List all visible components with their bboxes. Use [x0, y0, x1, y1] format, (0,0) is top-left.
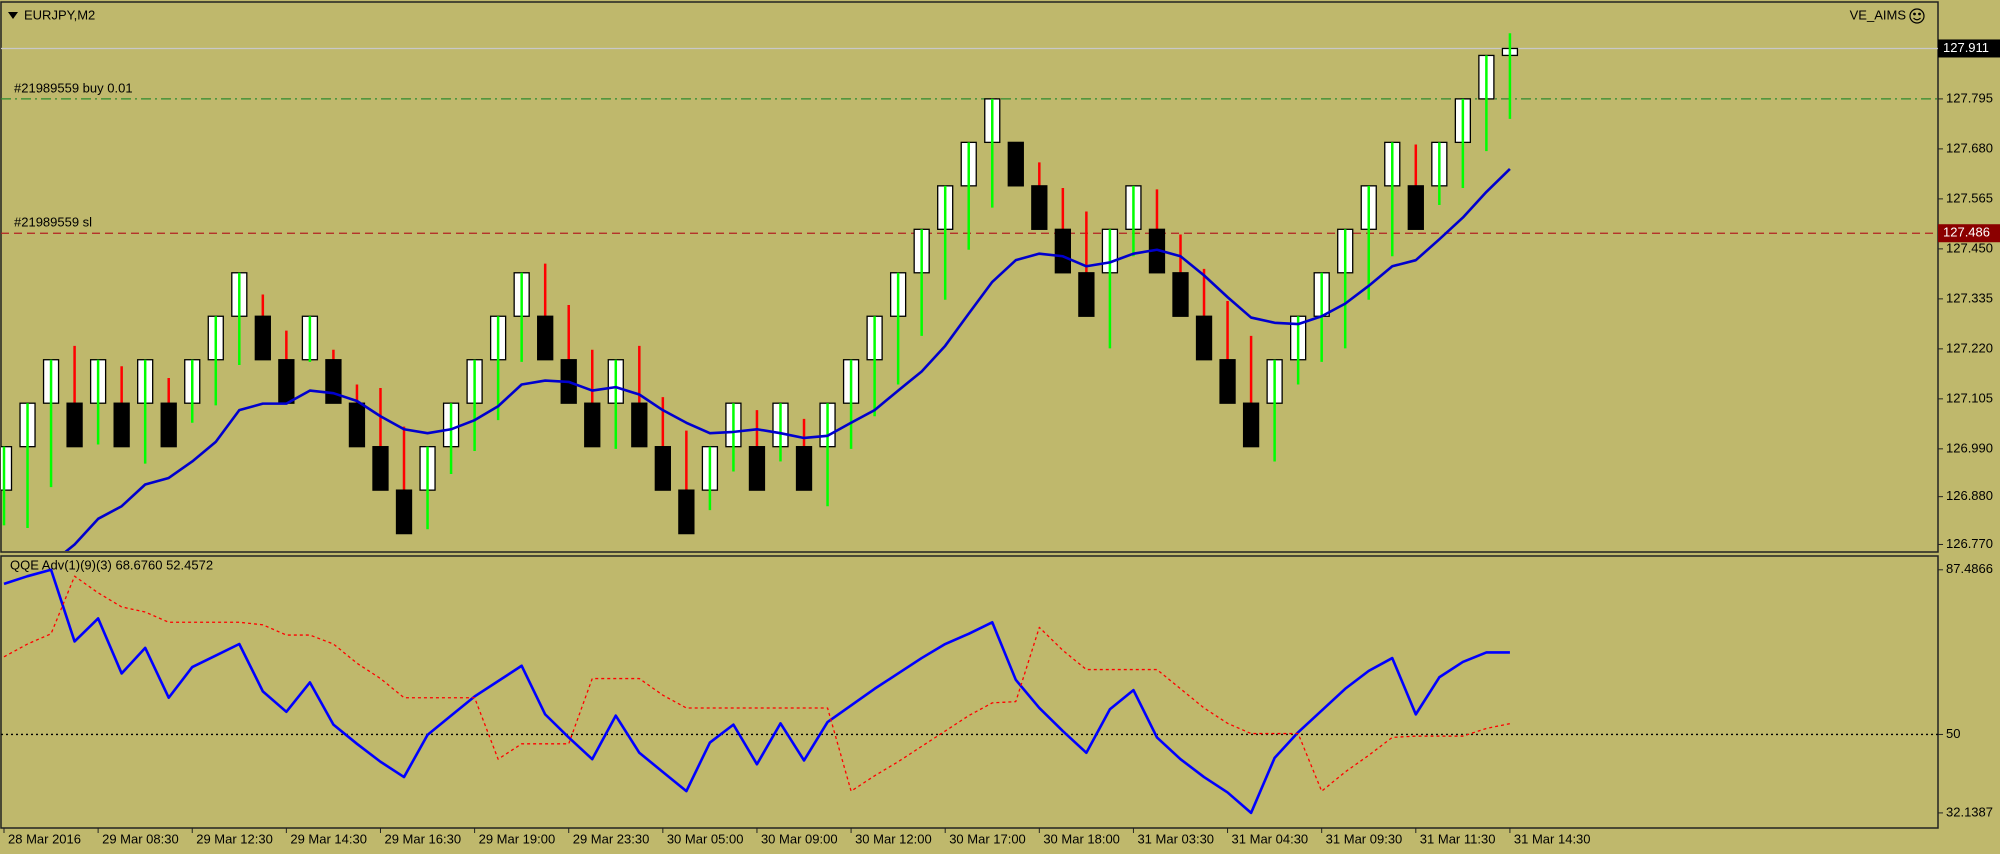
candle-body — [372, 446, 389, 491]
candle-body — [1407, 185, 1424, 230]
candle-body — [325, 359, 342, 404]
x-tick-label: 30 Mar 12:00 — [855, 831, 932, 846]
y-tick-label: 127.220 — [1946, 340, 1993, 355]
candle-body — [254, 315, 271, 361]
y-tick-label: 127.680 — [1946, 140, 1993, 155]
symbol-title: EURJPY,M2 — [24, 7, 95, 22]
main-pane-frame — [0, 1, 1939, 553]
y-tick-label: 126.770 — [1946, 536, 1993, 551]
x-tick-label: 30 Mar 18:00 — [1043, 831, 1120, 846]
candle-body — [1054, 228, 1071, 274]
y-tick-label: 50 — [1946, 726, 1960, 741]
x-tick-label: 29 Mar 14:30 — [290, 831, 367, 846]
candle-body — [631, 402, 648, 448]
price-line-label: #21989559 sl — [14, 215, 92, 230]
y-tick-label: 127.795 — [1946, 90, 1993, 105]
y-tick-label: 32.1387 — [1946, 804, 1993, 819]
x-tick-label: 31 Mar 03:30 — [1137, 831, 1214, 846]
candle-body — [537, 315, 554, 361]
candle-body — [1031, 185, 1048, 230]
indicator-title: QQE Adv(1)(9)(3) 68.6760 52.4572 — [10, 557, 213, 572]
candle-body — [113, 402, 130, 448]
candle-body — [678, 489, 695, 535]
x-tick-label: 31 Mar 09:30 — [1326, 831, 1403, 846]
menu-triangle[interactable] — [8, 12, 18, 19]
candle-body — [1007, 141, 1024, 187]
series-line — [64, 167, 1511, 551]
candle-body — [654, 446, 671, 491]
x-tick-label: 29 Mar 12:30 — [196, 831, 273, 846]
x-tick-label: 30 Mar 05:00 — [667, 831, 744, 846]
plot-layer: 127.795 127.680 127.565 127.450 127.335 127.2… — [1, 33, 2000, 846]
candle-body — [748, 446, 766, 491]
expert-name: VE_AIMS — [1850, 7, 1907, 22]
candle-body — [348, 402, 366, 448]
x-tick-label: 30 Mar 17:00 — [949, 831, 1026, 846]
candle-body — [584, 402, 601, 448]
x-tick-label: 29 Mar 16:30 — [384, 831, 461, 846]
candle-body — [1195, 315, 1213, 361]
y-tick-label: 127.105 — [1946, 390, 1993, 405]
x-tick-label: 29 Mar 23:30 — [573, 831, 650, 846]
candle-body — [160, 402, 177, 448]
candle-body — [795, 446, 813, 491]
series-line — [3, 575, 1511, 792]
candle-body — [66, 402, 83, 448]
price-line-label: #21989559 buy 0.01 — [14, 80, 133, 95]
candle-body — [1172, 272, 1189, 317]
x-tick-label: 28 Mar 2016 — [8, 831, 81, 846]
price-box-label: 127.911 — [1943, 40, 1989, 55]
x-tick-label: 31 Mar 14:30 — [1514, 831, 1591, 846]
candle-body — [1219, 359, 1236, 404]
candle-body — [395, 489, 413, 535]
y-tick-label: 87.4866 — [1946, 561, 1993, 576]
x-tick-label: 30 Mar 09:00 — [761, 831, 838, 846]
candle-body — [1, 446, 13, 491]
x-tick-label: 31 Mar 11:30 — [1420, 831, 1496, 846]
clip-group — [1, 33, 1938, 551]
indicator-pane-frame — [0, 555, 1939, 829]
x-tick-label: 29 Mar 08:30 — [102, 831, 179, 846]
candle-body — [1078, 272, 1095, 317]
candle-body — [1242, 402, 1260, 448]
price-box — [1938, 224, 2000, 243]
y-tick-label: 127.335 — [1946, 290, 1993, 305]
series-line — [3, 568, 1510, 815]
clip-group — [1, 568, 1938, 815]
y-tick-label: 127.565 — [1946, 190, 1993, 205]
price-box — [1938, 39, 2000, 58]
y-tick-label: 126.880 — [1946, 488, 1993, 503]
price-box-label: 127.486 — [1943, 225, 1990, 240]
x-tick-label: 31 Mar 04:30 — [1232, 831, 1309, 846]
y-tick-label: 127.450 — [1946, 240, 1993, 255]
x-tick-label: 29 Mar 19:00 — [479, 831, 556, 846]
smiley-icon — [1909, 8, 1925, 24]
y-tick-label: 126.990 — [1946, 440, 1993, 455]
candle-body — [278, 359, 295, 404]
